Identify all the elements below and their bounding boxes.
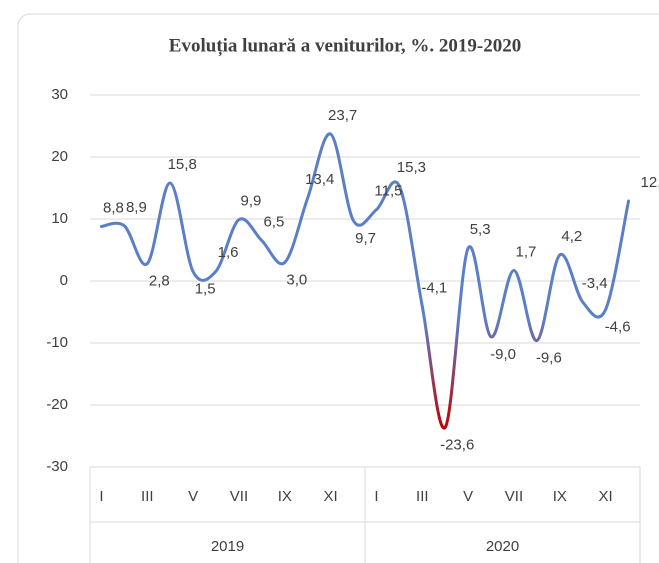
- y-tick-label: -10: [46, 334, 68, 351]
- data-label: 6,5: [263, 214, 284, 231]
- data-label: 1,6: [218, 244, 239, 261]
- x-tick-label: XI: [324, 488, 338, 505]
- y-tick-label: 20: [51, 148, 68, 165]
- x-tick-label: III: [416, 488, 429, 505]
- data-label: -9,0: [490, 346, 516, 363]
- x-tick-label: I: [374, 488, 378, 505]
- data-label: -3,4: [582, 275, 608, 292]
- data-label: 23,7: [328, 107, 357, 124]
- y-tick-label: 0: [60, 272, 68, 289]
- data-label: -9,6: [536, 349, 562, 366]
- data-label: 8,8: [103, 199, 124, 216]
- data-label: 11,5: [374, 183, 402, 200]
- line: [99, 132, 631, 430]
- x-tick-label: IX: [278, 488, 292, 505]
- data-label: -23,6: [440, 436, 474, 453]
- y-tick-label: 30: [51, 86, 68, 103]
- group-label: 2019: [211, 538, 244, 555]
- y-tick-label: -30: [46, 458, 68, 475]
- x-tick-label: I: [99, 488, 103, 505]
- data-label: 9,7: [355, 230, 376, 247]
- data-label: 13,4: [305, 171, 334, 188]
- y-tick-label: -20: [46, 396, 68, 413]
- data-label: 1,7: [516, 243, 537, 260]
- data-label: 5,3: [470, 221, 491, 238]
- x-tick-label: V: [188, 488, 198, 505]
- x-tick-label: IX: [553, 488, 567, 505]
- data-label: 12,9: [641, 174, 659, 191]
- data-label: 9,9: [241, 193, 262, 210]
- x-tick-label: III: [141, 488, 154, 505]
- data-label: 1,5: [195, 281, 216, 298]
- y-tick-label: 10: [51, 210, 68, 227]
- data-label: 2,8: [149, 273, 170, 290]
- chart-title: Evoluția lunară a veniturilor, %. 2019-2…: [169, 35, 521, 56]
- data-label: -4,6: [605, 318, 631, 335]
- data-label: 8,9: [126, 199, 147, 216]
- x-tick-label: XI: [599, 488, 613, 505]
- x-tick-label: VII: [230, 488, 248, 505]
- data-label: 15,8: [168, 156, 197, 173]
- data-label: -4,1: [421, 279, 447, 296]
- data-label: 3,0: [286, 271, 307, 288]
- group-label: 2020: [486, 538, 519, 555]
- card: [17, 13, 659, 563]
- data-label: 4,2: [561, 228, 582, 245]
- x-tick-label: VII: [505, 488, 523, 505]
- x-tick-label: V: [463, 488, 473, 505]
- data-label: 15,3: [397, 159, 426, 176]
